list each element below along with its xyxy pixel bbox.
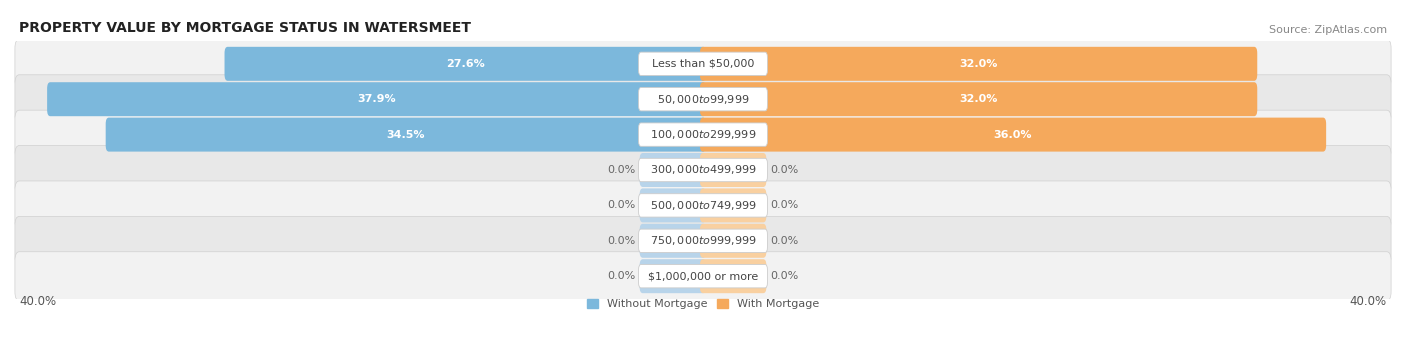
FancyBboxPatch shape [638, 123, 768, 146]
Text: Source: ZipAtlas.com: Source: ZipAtlas.com [1268, 26, 1386, 35]
FancyBboxPatch shape [638, 87, 768, 111]
Text: 0.0%: 0.0% [770, 271, 799, 281]
FancyBboxPatch shape [640, 259, 706, 293]
FancyBboxPatch shape [15, 216, 1391, 265]
FancyBboxPatch shape [640, 153, 706, 187]
FancyBboxPatch shape [225, 47, 706, 81]
FancyBboxPatch shape [640, 188, 706, 222]
Text: 0.0%: 0.0% [770, 200, 799, 210]
FancyBboxPatch shape [700, 224, 766, 258]
FancyBboxPatch shape [700, 153, 766, 187]
Text: PROPERTY VALUE BY MORTGAGE STATUS IN WATERSMEET: PROPERTY VALUE BY MORTGAGE STATUS IN WAT… [20, 21, 471, 35]
Text: 37.9%: 37.9% [357, 94, 396, 104]
FancyBboxPatch shape [700, 188, 766, 222]
Text: 40.0%: 40.0% [20, 295, 56, 308]
FancyBboxPatch shape [15, 146, 1391, 194]
Text: 0.0%: 0.0% [770, 236, 799, 246]
Text: 36.0%: 36.0% [994, 130, 1032, 140]
FancyBboxPatch shape [15, 39, 1391, 88]
Text: 40.0%: 40.0% [1350, 295, 1386, 308]
Text: $500,000 to $749,999: $500,000 to $749,999 [650, 199, 756, 212]
FancyBboxPatch shape [15, 252, 1391, 301]
Text: 32.0%: 32.0% [959, 94, 998, 104]
FancyBboxPatch shape [15, 110, 1391, 159]
FancyBboxPatch shape [638, 265, 768, 288]
Text: 0.0%: 0.0% [607, 200, 636, 210]
FancyBboxPatch shape [700, 118, 1326, 152]
Legend: Without Mortgage, With Mortgage: Without Mortgage, With Mortgage [588, 299, 818, 309]
Text: 0.0%: 0.0% [770, 165, 799, 175]
FancyBboxPatch shape [700, 47, 1257, 81]
Text: $100,000 to $299,999: $100,000 to $299,999 [650, 128, 756, 141]
Text: $50,000 to $99,999: $50,000 to $99,999 [657, 93, 749, 106]
Text: 0.0%: 0.0% [607, 271, 636, 281]
FancyBboxPatch shape [640, 224, 706, 258]
FancyBboxPatch shape [105, 118, 706, 152]
Text: $750,000 to $999,999: $750,000 to $999,999 [650, 234, 756, 247]
FancyBboxPatch shape [700, 82, 1257, 116]
FancyBboxPatch shape [638, 194, 768, 217]
Text: 27.6%: 27.6% [446, 59, 485, 69]
Text: 34.5%: 34.5% [387, 130, 425, 140]
FancyBboxPatch shape [638, 229, 768, 253]
FancyBboxPatch shape [15, 75, 1391, 124]
Text: Less than $50,000: Less than $50,000 [652, 59, 754, 69]
FancyBboxPatch shape [638, 158, 768, 182]
FancyBboxPatch shape [700, 259, 766, 293]
Text: $300,000 to $499,999: $300,000 to $499,999 [650, 164, 756, 176]
Text: 0.0%: 0.0% [607, 236, 636, 246]
FancyBboxPatch shape [638, 52, 768, 75]
FancyBboxPatch shape [48, 82, 706, 116]
Text: 0.0%: 0.0% [607, 165, 636, 175]
Text: $1,000,000 or more: $1,000,000 or more [648, 271, 758, 281]
FancyBboxPatch shape [15, 181, 1391, 230]
Text: 32.0%: 32.0% [959, 59, 998, 69]
